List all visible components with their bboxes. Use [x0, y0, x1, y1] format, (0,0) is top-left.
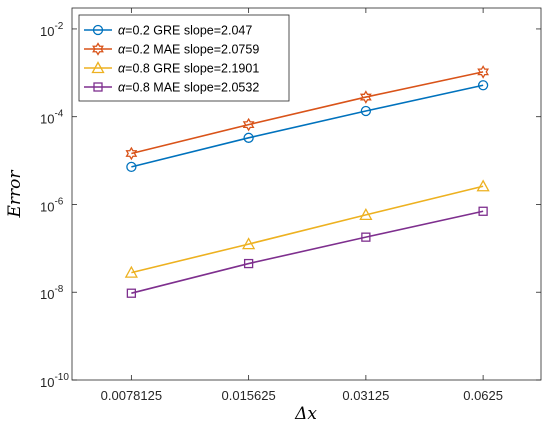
- data-point: [126, 161, 137, 172]
- legend-marker: [92, 42, 104, 56]
- data-point: [361, 232, 371, 242]
- x-axis-label: Δx: [294, 404, 317, 424]
- x-tick-label: 0.0078125: [101, 388, 162, 403]
- legend-entry: α=0.8 GRE slope=2.1901: [118, 62, 259, 76]
- series-2: [125, 65, 490, 161]
- data-point: [359, 208, 373, 221]
- y-tick-label: 10-8: [40, 284, 64, 302]
- data-point: [359, 90, 372, 104]
- legend-marker: [92, 24, 104, 36]
- data-point: [477, 65, 490, 79]
- x-tick-label: 0.03125: [342, 388, 389, 403]
- y-axis-ticks: 10-10 10-8 10-6 10-4 10-2: [40, 21, 541, 390]
- axes-box: [71, 7, 542, 381]
- series-3: [124, 179, 490, 278]
- data-point: [243, 132, 254, 143]
- series-line: [131, 210, 484, 294]
- data-point: [125, 146, 138, 161]
- data-point: [243, 258, 254, 269]
- x-axis-ticks: 0.0078125 0.015625 0.03125 0.0625: [101, 8, 503, 403]
- legend-box: [78, 14, 290, 102]
- x-tick-label: 0.015625: [222, 388, 276, 403]
- series-layer: [124, 65, 490, 298]
- data-point: [242, 117, 255, 132]
- data-point: [242, 237, 256, 250]
- legend-entry: α=0.2 MAE slope=2.0759: [118, 43, 259, 57]
- legend: α=0.2 GRE slope=2.047 α=0.2 MAE slope=2.0…: [78, 14, 290, 102]
- legend-entry: α=0.8 MAE slope=2.0532: [118, 81, 259, 95]
- y-tick-label: 10-4: [40, 109, 64, 127]
- data-point: [126, 288, 137, 298]
- series-1: [126, 80, 489, 172]
- data-point: [477, 80, 489, 91]
- legend-marker: [93, 82, 103, 92]
- series-line: [131, 71, 484, 155]
- legend-marker: [91, 61, 105, 74]
- y-tick-label: 10-2: [40, 21, 64, 39]
- legend-entry: α=0.2 GRE slope=2.047: [118, 24, 252, 38]
- y-axis-label: Error: [5, 170, 25, 219]
- data-point: [476, 179, 490, 192]
- y-tick-label: 10-6: [40, 196, 64, 214]
- y-tick-label: 10-10: [40, 372, 69, 390]
- data-point: [124, 265, 138, 278]
- data-point: [478, 206, 488, 216]
- series-line: [131, 84, 484, 168]
- data-point: [360, 105, 372, 117]
- series-line: [131, 185, 484, 274]
- x-tick-label: 0.0625: [463, 388, 503, 403]
- series-4: [126, 206, 488, 298]
